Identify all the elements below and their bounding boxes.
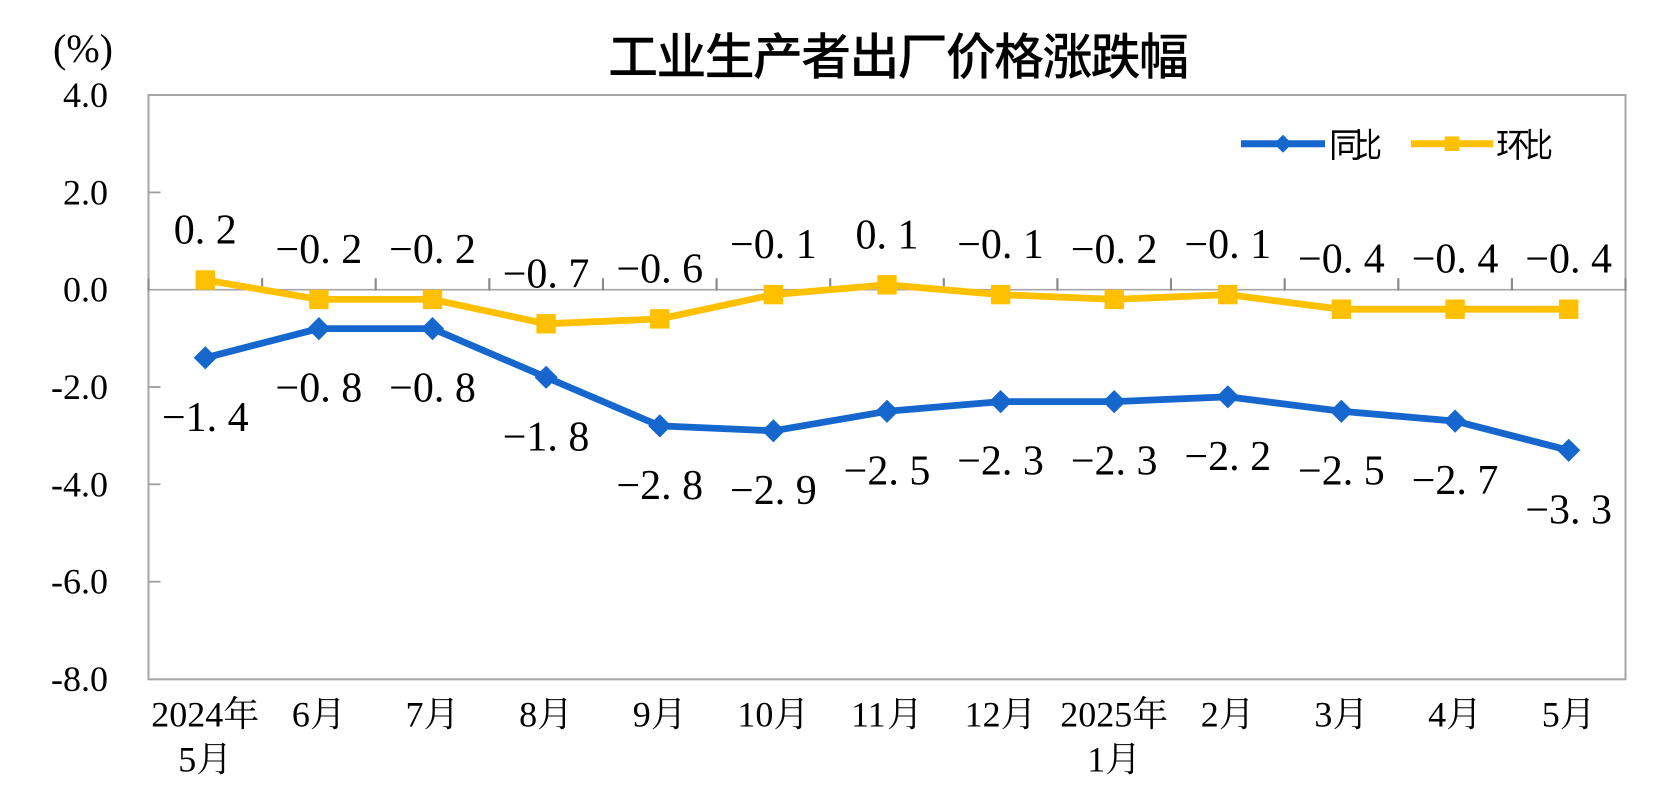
- svg-text:5: 5: [178, 740, 196, 780]
- svg-text:8: 8: [519, 695, 537, 735]
- svg-text:−0. 4: −0. 4: [1298, 237, 1385, 283]
- svg-text:−2. 9: −2. 9: [730, 468, 817, 514]
- svg-text:0.0: 0.0: [63, 270, 108, 310]
- svg-text:2024: 2024: [151, 695, 223, 735]
- svg-text:0. 2: 0. 2: [174, 208, 237, 254]
- svg-text:10: 10: [737, 695, 773, 735]
- svg-text:−0. 8: −0. 8: [389, 366, 476, 412]
- svg-text:5: 5: [1542, 695, 1560, 735]
- svg-text:12: 12: [965, 695, 1001, 735]
- svg-text:4.0: 4.0: [63, 75, 108, 115]
- svg-text:6: 6: [292, 695, 310, 735]
- svg-text:−0. 4: −0. 4: [1412, 237, 1499, 283]
- svg-text:−0. 2: −0. 2: [1071, 227, 1158, 273]
- svg-text:−2. 5: −2. 5: [1298, 448, 1385, 494]
- svg-text:−2. 8: −2. 8: [616, 463, 703, 509]
- svg-text:3: 3: [1314, 695, 1332, 735]
- svg-text:-4.0: -4.0: [51, 464, 108, 504]
- svg-text:−2. 3: −2. 3: [957, 439, 1044, 485]
- svg-text:−0. 7: −0. 7: [503, 251, 590, 297]
- svg-text:(%): (%): [53, 26, 113, 71]
- svg-text:−1. 8: −1. 8: [503, 414, 590, 460]
- svg-text:2025: 2025: [1060, 695, 1132, 735]
- svg-text:−2. 2: −2. 2: [1184, 434, 1271, 480]
- svg-text:−0. 2: −0. 2: [276, 227, 363, 273]
- svg-text:−2. 5: −2. 5: [844, 448, 931, 494]
- svg-text:-8.0: -8.0: [51, 659, 108, 699]
- svg-text:2: 2: [1201, 695, 1219, 735]
- svg-text:−2. 3: −2. 3: [1071, 439, 1158, 485]
- svg-text:4: 4: [1428, 695, 1446, 735]
- svg-text:−0. 6: −0. 6: [616, 246, 703, 292]
- svg-text:−0. 1: −0. 1: [1184, 222, 1271, 268]
- svg-text:−2. 7: −2. 7: [1412, 458, 1499, 504]
- svg-text:7: 7: [406, 695, 424, 735]
- svg-text:-6.0: -6.0: [51, 562, 108, 602]
- svg-text:−0. 1: −0. 1: [957, 222, 1044, 268]
- svg-text:9: 9: [633, 695, 651, 735]
- svg-text:-2.0: -2.0: [51, 367, 108, 407]
- svg-text:1: 1: [1087, 740, 1105, 780]
- svg-text:−0. 8: −0. 8: [276, 366, 363, 412]
- svg-text:−0. 1: −0. 1: [730, 222, 817, 268]
- svg-text:0. 1: 0. 1: [856, 212, 919, 258]
- svg-text:−0. 2: −0. 2: [389, 227, 476, 273]
- svg-text:−1. 4: −1. 4: [162, 395, 249, 441]
- svg-text:−0. 4: −0. 4: [1525, 237, 1612, 283]
- svg-text:−3. 3: −3. 3: [1525, 487, 1612, 533]
- svg-text:11: 11: [851, 695, 886, 735]
- svg-text:2.0: 2.0: [63, 172, 108, 212]
